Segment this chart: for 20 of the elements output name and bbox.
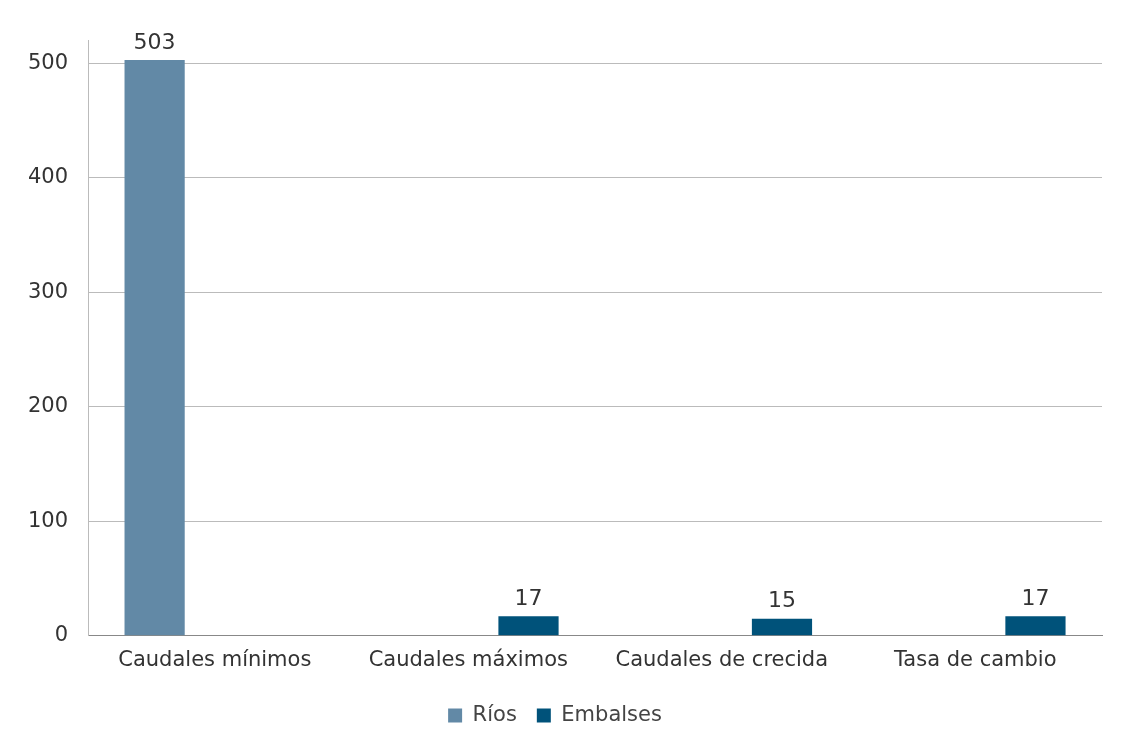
bar bbox=[1005, 616, 1066, 636]
legend-label: Embalses bbox=[561, 701, 662, 726]
bar bbox=[751, 618, 813, 636]
x-tick-label: Caudales mínimos bbox=[118, 646, 312, 671]
y-tick-label: 500 bbox=[27, 49, 69, 74]
x-tick-label: Caudales de crecida bbox=[615, 646, 829, 671]
y-tick-label: 200 bbox=[27, 393, 69, 418]
y-tick-label: 300 bbox=[27, 278, 69, 303]
data-label: 15 bbox=[767, 587, 796, 613]
data-label: 17 bbox=[514, 585, 543, 611]
bar bbox=[124, 60, 185, 636]
y-tick-label: 100 bbox=[27, 507, 69, 532]
x-tick-label: Caudales máximos bbox=[368, 646, 568, 671]
data-label: 503 bbox=[133, 28, 176, 54]
legend-label: Ríos bbox=[472, 701, 517, 726]
bar bbox=[498, 616, 559, 636]
y-tick-label: 400 bbox=[27, 164, 69, 189]
data-label: 17 bbox=[1021, 585, 1050, 611]
y-tick-label: 0 bbox=[54, 622, 69, 647]
x-tick-label: Tasa de cambio bbox=[893, 646, 1057, 671]
